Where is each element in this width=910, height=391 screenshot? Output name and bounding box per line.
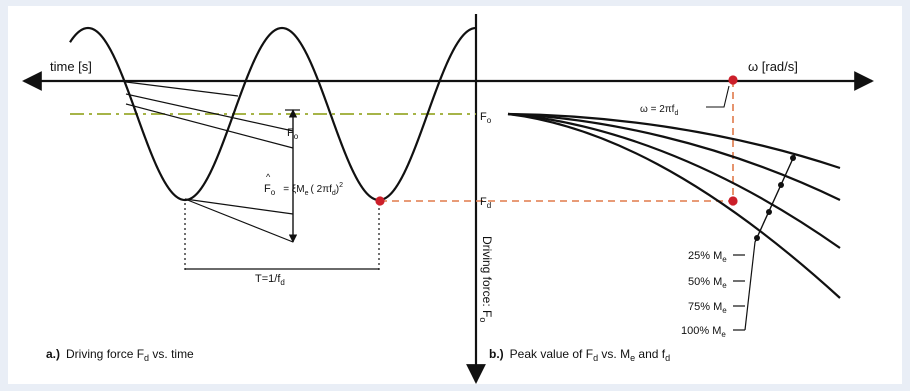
mass-label-25: 25% Me <box>688 250 727 264</box>
mass-label-75: 75% Me <box>688 301 727 315</box>
curves-crossing-leader <box>754 153 796 243</box>
period-label: T=1/fd <box>255 273 285 287</box>
vertical-axis-label: Driving force: Fo <box>478 236 494 322</box>
omega-axis-label: ω [rad/s] <box>748 59 798 74</box>
fo-hat-formula: Fo = ξMe( 2πfd)2 <box>264 182 343 197</box>
caption-b: b.) Peak value of Fd vs. Me and fd <box>489 347 670 363</box>
fo-axis-label: Fo <box>480 111 492 125</box>
mass-labels-bracket <box>733 241 756 331</box>
curve-75-percent-mass <box>507 112 841 249</box>
mass-ratio-labels: 25% Me 50% Me 75% Me 100% Me <box>681 250 727 339</box>
figure-panel <box>8 6 902 384</box>
fd-curve-marker <box>728 196 738 206</box>
omega-label-leader <box>706 85 730 108</box>
curve-crossing-dots <box>754 155 796 241</box>
omega-equation-label: ω = 2πfd <box>640 104 678 117</box>
fo-arrow-label: Fo <box>287 127 299 141</box>
time-axis-label: time [s] <box>50 59 92 74</box>
construction-lines <box>125 81 294 243</box>
fo-hat-hat: ^ <box>266 172 271 182</box>
caption-a: a.) Driving force Fd vs. time <box>46 347 194 363</box>
peak-force-curves <box>507 112 841 299</box>
curve-25-percent-mass <box>507 112 841 170</box>
omega-axis-marker <box>728 75 738 85</box>
curve-100-percent-mass <box>507 112 841 299</box>
wave-trough-marker <box>375 196 385 206</box>
fd-axis-label: Fd <box>480 196 491 210</box>
mass-label-50: 50% Me <box>688 276 727 290</box>
mass-label-100: 100% Me <box>681 325 726 339</box>
driving-force-sine-curve <box>69 26 477 202</box>
curve-50-percent-mass <box>507 112 841 201</box>
